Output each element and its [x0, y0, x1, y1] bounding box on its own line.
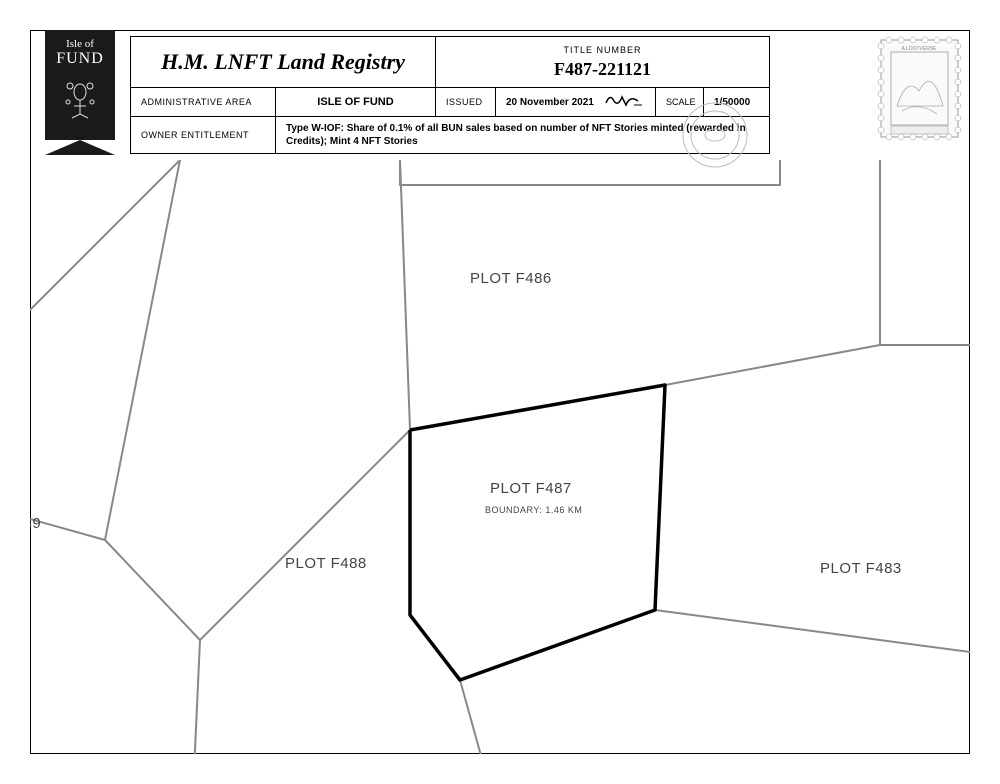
banner-line2: FUND [45, 50, 115, 68]
plot-label: PLOT F483 [820, 560, 902, 577]
registry-title: H.M. LNFT Land Registry [131, 37, 436, 87]
plot-label: PLOT F487 [490, 480, 572, 497]
banner-crest-icon [60, 74, 100, 124]
issued-date: 20 November 2021 [506, 97, 594, 108]
postage-stamp: A LOOTVERSE [877, 36, 962, 141]
plot-label: F489 [30, 515, 41, 532]
banner-line1: Isle of [45, 38, 115, 50]
issued-value: 20 November 2021 [496, 88, 656, 116]
boundary-label: BOUNDARY: 1.46 KM [485, 505, 582, 515]
plot-label: PLOT F488 [285, 555, 367, 572]
plot-label: PLOT F486 [470, 270, 552, 287]
stamp-caption-top: A LOOTVERSE [901, 46, 937, 52]
admin-area-value: ISLE OF FUND [276, 88, 436, 116]
map-svg [30, 160, 970, 754]
issued-label: ISSUED [436, 88, 496, 116]
admin-area-label: ADMINISTRATIVE AREA [131, 88, 276, 116]
header-table: H.M. LNFT Land Registry TITLE NUMBER F48… [130, 36, 770, 154]
header-row-2: ADMINISTRATIVE AREA ISLE OF FUND ISSUED … [131, 88, 769, 117]
plot-map: PLOT F486 PLOT F487 PLOT F488 F489 PLOT F483… [30, 160, 970, 754]
isle-of-fund-banner: Isle of FUND [45, 30, 115, 140]
signature-icon [604, 91, 644, 114]
header-row-1: H.M. LNFT Land Registry TITLE NUMBER F48… [131, 37, 769, 88]
title-number-block: TITLE NUMBER F487-221121 [436, 37, 769, 87]
header-row-3: OWNER ENTITLEMENT Type W-IOF: Share of 0… [131, 117, 769, 153]
owner-entitlement-label: OWNER ENTITLEMENT [131, 117, 276, 153]
title-number: F487-221121 [554, 59, 651, 80]
title-number-label: TITLE NUMBER [563, 45, 641, 55]
svg-text:· · · · ·: · · · · · [708, 110, 722, 116]
